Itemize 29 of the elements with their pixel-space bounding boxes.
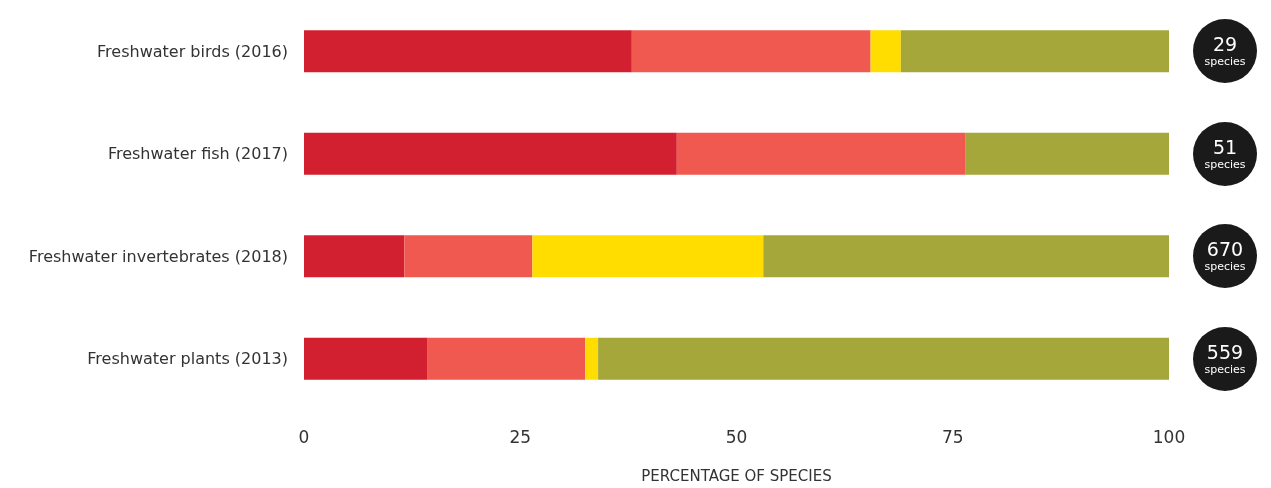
y-tick-label: Freshwater plants (2013): [87, 349, 288, 369]
text: 559 species: [1204, 340, 1246, 376]
x-tick-label: 25: [509, 426, 532, 447]
bar: [763, 235, 1169, 278]
bar: [598, 337, 1169, 380]
bar: [631, 30, 871, 73]
bar: [427, 337, 586, 380]
bar: [900, 30, 1169, 73]
y-tick-label: Freshwater invertebrates (2018): [28, 246, 288, 266]
text: 29 species: [1204, 33, 1246, 69]
bar: [304, 30, 632, 73]
x-tick-label: 75: [941, 426, 964, 447]
bar: [676, 132, 966, 175]
bar: [965, 132, 1169, 175]
x-tick-label: 0: [298, 426, 310, 447]
bar: [304, 337, 428, 380]
x-tick-label: 100: [1152, 426, 1186, 447]
y-tick-label: Freshwater fish (2017): [107, 144, 288, 164]
bar: [404, 235, 533, 278]
bar: [585, 337, 599, 380]
bar: [304, 132, 677, 175]
bar: [304, 235, 405, 278]
text: 670 species: [1204, 238, 1246, 274]
y-tick-label: Freshwater birds (2016): [97, 41, 288, 61]
x-axis-title: PERCENTAGE OF SPECIES: [641, 466, 832, 485]
bar: [870, 30, 901, 73]
x-tick-label: 50: [725, 426, 748, 447]
bar: [532, 235, 764, 278]
text: 51 species: [1204, 135, 1246, 171]
